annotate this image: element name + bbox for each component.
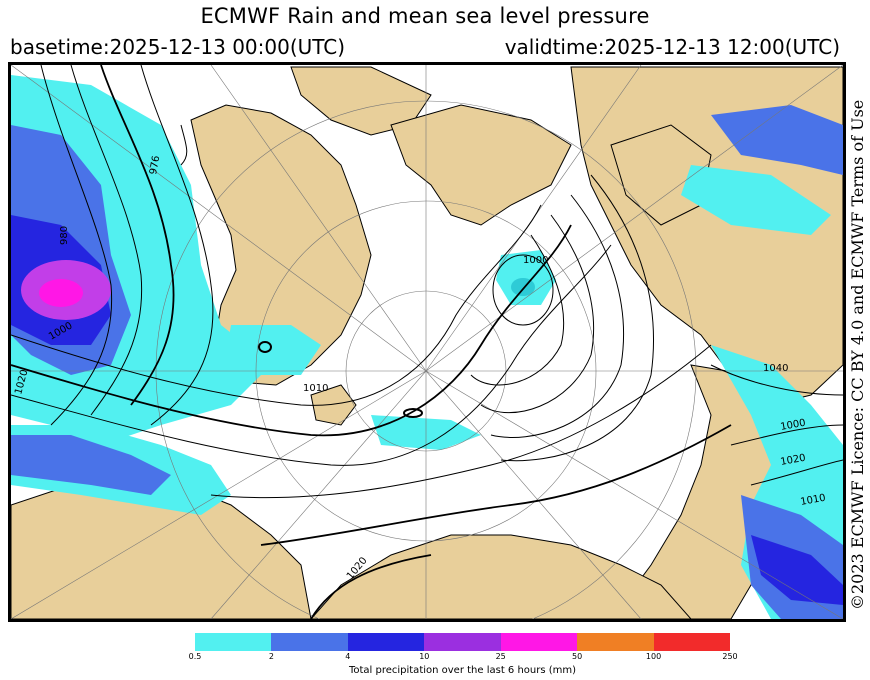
precip-legend <box>195 633 730 651</box>
isobar-label: 1000 <box>523 255 548 266</box>
siberia-land <box>310 534 692 619</box>
isobar-line <box>40 65 113 426</box>
isobar-line <box>210 344 712 499</box>
legend-swatch <box>195 633 272 651</box>
legend-swatch <box>653 633 730 651</box>
isobar-line <box>140 65 214 426</box>
isobar-label: 1020 <box>780 453 807 468</box>
licence-text: ©2023 ECMWF Licence: CC BY 4.0 and ECMWF… <box>848 99 867 610</box>
isobar-line <box>310 554 432 619</box>
isobar-line <box>710 364 843 396</box>
legend-tick: 250 <box>722 652 738 661</box>
isobar-line <box>100 65 175 406</box>
chart-title: ECMWF Rain and mean sea level pressure <box>200 4 650 28</box>
legend-tick: 25 <box>495 652 506 661</box>
isobar-line <box>470 234 565 386</box>
isobar-line <box>490 194 624 438</box>
isobar-closed-small <box>403 408 423 418</box>
legend-ticks: 0.5 2 4 10 25 50 100 250 <box>189 652 738 664</box>
svalbard-land <box>310 384 357 426</box>
legend-caption: Total precipitation over the last 6 hour… <box>348 665 577 676</box>
isobar-line <box>11 244 612 466</box>
legend-tick: 50 <box>572 652 583 661</box>
map-panel[interactable]: 976 980 1000 1000 1010 1020 1040 1000 10… <box>8 62 846 622</box>
legend-swatch <box>271 633 348 651</box>
isobar-line <box>750 459 843 486</box>
isobar-closed-small <box>258 341 272 353</box>
precip-hudson-strait <box>711 105 843 175</box>
isobar-line <box>260 424 732 546</box>
isobar-label: 976 <box>148 155 162 176</box>
legend-tick: 100 <box>645 652 662 661</box>
legend-swatch <box>577 633 654 651</box>
precip-pacific-heavy <box>751 535 843 605</box>
isobar-line <box>730 424 843 446</box>
isobar-closed-low <box>492 254 554 326</box>
legend-tick: 0.5 <box>188 652 202 661</box>
precip-hudson-light <box>681 165 831 235</box>
isobar-label: 1010 <box>303 383 328 394</box>
isobar-label: 1000 <box>780 418 807 433</box>
isobar-label: 980 <box>59 226 70 245</box>
legend-tick: 10 <box>419 652 430 661</box>
legend-tick: 2 <box>268 652 274 661</box>
legend-swatch <box>347 633 425 651</box>
canadian-archipelago-land <box>390 104 572 226</box>
isobar-line <box>500 174 654 462</box>
precip-baffin-bay <box>226 325 321 375</box>
map-canvas: 976 980 1000 1000 1010 1020 1040 1000 10… <box>11 65 843 619</box>
isobar-line <box>180 124 188 166</box>
greenland-north-land <box>290 66 432 136</box>
basetime-label: basetime:2025-12-13 00:00(UTC) <box>10 35 346 59</box>
isobar-line <box>11 224 572 437</box>
precip-north-atlantic-peak <box>39 279 83 307</box>
precip-europe-mid <box>11 435 171 495</box>
isobar-line <box>480 214 595 414</box>
isobars <box>11 65 843 619</box>
legend-tick: 4 <box>345 652 351 661</box>
validtime-label: validtime:2025-12-13 12:00(UTC) <box>504 35 840 59</box>
isobar-line <box>70 65 143 416</box>
precip-beaufort <box>496 250 556 305</box>
precip-layer <box>11 75 843 619</box>
legend-swatch <box>424 633 501 651</box>
isobar-label: 1040 <box>763 363 788 374</box>
isobar-line <box>11 204 542 406</box>
legend-swatch <box>500 633 578 651</box>
isobar-label: 1010 <box>800 493 827 508</box>
